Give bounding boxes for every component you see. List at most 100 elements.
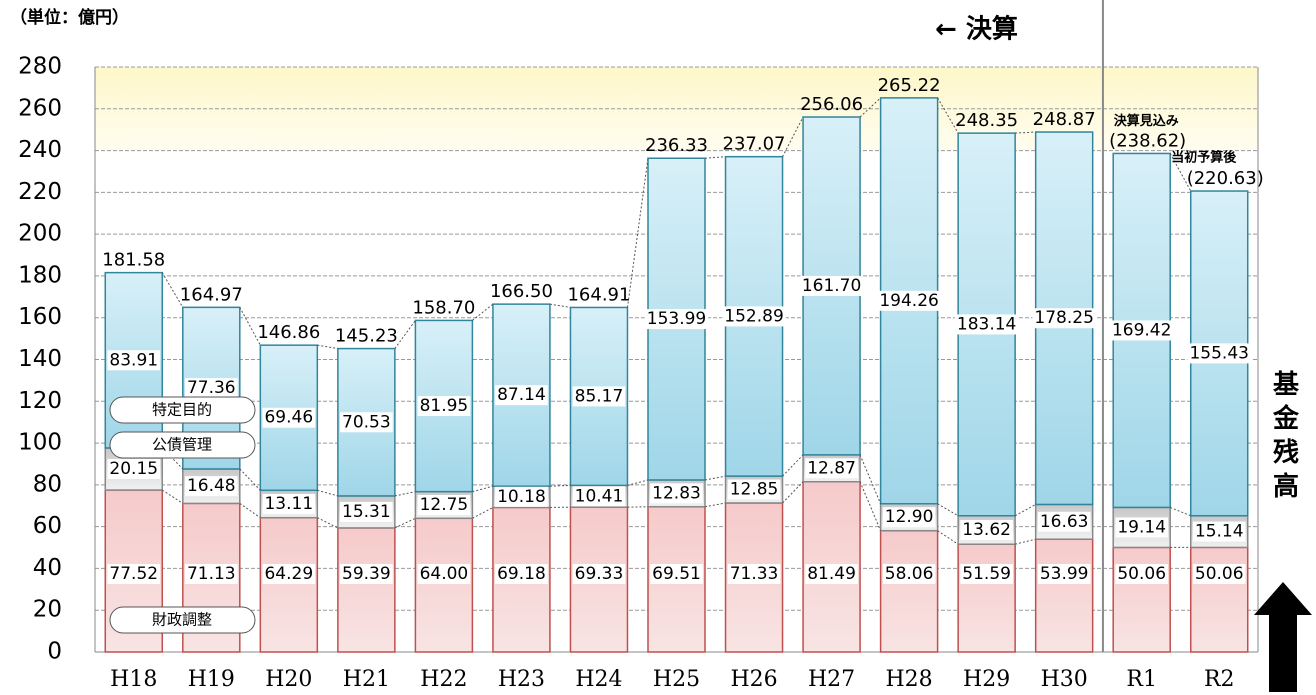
data-label-group: 13.62 xyxy=(960,519,1013,540)
label-bg xyxy=(644,309,709,330)
data-label: 83.91 xyxy=(109,350,158,370)
data-label: 194.26 xyxy=(879,291,938,311)
connector xyxy=(239,468,261,491)
connector xyxy=(317,489,338,497)
data-label: 77.52 xyxy=(109,564,158,584)
label-bg xyxy=(882,564,936,584)
data-label-group: 69.51 xyxy=(650,564,703,584)
label-bg xyxy=(954,314,1019,335)
total-label: 181.58 xyxy=(102,250,165,271)
total-label: 248.35 xyxy=(955,110,1018,131)
connector xyxy=(1015,538,1036,545)
connector xyxy=(937,97,959,134)
connector xyxy=(859,454,882,504)
data-label: 70.53 xyxy=(342,412,391,432)
connector xyxy=(239,307,261,346)
connector xyxy=(782,481,804,504)
data-label-group: 10.41 xyxy=(572,486,626,507)
data-label-group: 12.75 xyxy=(417,494,471,515)
total-label: 146.86 xyxy=(257,322,320,343)
data-label: 183.14 xyxy=(957,314,1016,334)
y-tick-label: 280 xyxy=(18,54,62,80)
total-label: 236.33 xyxy=(645,135,708,156)
data-label-group: 64.29 xyxy=(262,564,316,584)
connector xyxy=(704,156,726,159)
data-label-group: 15.31 xyxy=(340,501,393,522)
connector xyxy=(626,158,649,308)
data-label-group: 81.49 xyxy=(805,564,858,584)
label-bg xyxy=(417,564,471,584)
total-label: 164.97 xyxy=(180,284,243,305)
connector xyxy=(937,503,959,517)
y-tick-label: 180 xyxy=(18,262,62,288)
label-bg xyxy=(107,564,161,584)
label-bg xyxy=(572,386,626,407)
data-label: 85.17 xyxy=(575,386,624,406)
annotation: 決算見込み xyxy=(1114,113,1179,129)
connector xyxy=(704,475,726,481)
label-bg xyxy=(417,396,471,417)
legend-label: 公債管理 xyxy=(152,436,212,454)
x-tick-label: H21 xyxy=(343,667,390,692)
data-label: 152.89 xyxy=(724,306,783,326)
connector xyxy=(704,502,726,508)
label-bg xyxy=(727,479,781,500)
x-tick-label: H18 xyxy=(110,667,157,692)
connector xyxy=(859,97,881,118)
data-label: 169.42 xyxy=(1112,320,1171,340)
data-label: 77.36 xyxy=(187,378,236,398)
label-bg xyxy=(495,385,548,406)
data-label: 12.87 xyxy=(807,458,856,478)
label-bg xyxy=(495,486,548,507)
data-label-group: 69.33 xyxy=(572,564,626,584)
data-label-group: 58.06 xyxy=(882,564,936,584)
label-bg xyxy=(650,564,703,584)
data-label: 81.49 xyxy=(807,564,856,584)
arrow xyxy=(1254,582,1312,692)
y-tick-label: 40 xyxy=(33,555,62,581)
connector xyxy=(782,454,804,477)
data-label: 64.29 xyxy=(264,564,313,584)
data-label-group: 153.99 xyxy=(644,309,709,330)
label-bg xyxy=(262,407,316,428)
data-label: 15.31 xyxy=(342,502,391,522)
label-bg xyxy=(340,564,393,584)
annotation: ← 決算 xyxy=(935,14,1018,45)
legend-pill xyxy=(109,431,256,459)
annotation: 当初予算後 xyxy=(1171,150,1237,166)
x-tick-label: H27 xyxy=(808,667,855,692)
data-label: 71.13 xyxy=(187,564,236,584)
total-label: 256.06 xyxy=(800,94,863,115)
data-label-group: 69.46 xyxy=(262,407,316,428)
data-label: 15.14 xyxy=(1195,522,1244,542)
data-label: 69.51 xyxy=(652,564,701,584)
data-label-group: 12.87 xyxy=(805,458,858,479)
data-label-group: 194.26 xyxy=(877,290,941,311)
label-bg xyxy=(1187,343,1251,364)
label-bg xyxy=(184,564,238,584)
bar-segment xyxy=(1034,538,1094,653)
data-label: 50.06 xyxy=(1117,564,1166,584)
label-bg xyxy=(184,476,238,497)
x-tick-label: H19 xyxy=(188,667,235,692)
label-bg xyxy=(107,458,161,479)
data-label-group: 77.52 xyxy=(107,564,161,584)
label-bg xyxy=(882,507,936,528)
data-label-group: 71.13 xyxy=(184,564,238,584)
data-label-group: 20.15 xyxy=(107,458,161,479)
label-bg xyxy=(572,564,626,584)
label-bg xyxy=(1037,564,1091,584)
label-bg xyxy=(877,290,941,311)
label-bg xyxy=(799,275,864,296)
label-bg xyxy=(650,483,703,504)
total-label: (220.63) xyxy=(1187,168,1264,189)
y-tick-label: 100 xyxy=(18,430,62,456)
data-label: 69.46 xyxy=(264,408,313,428)
y-tick-label: 160 xyxy=(18,304,62,330)
data-label: 58.06 xyxy=(885,564,934,584)
total-label: 237.07 xyxy=(723,134,786,155)
legend-pill xyxy=(109,396,256,424)
data-label: 178.25 xyxy=(1034,308,1093,328)
data-label: 87.14 xyxy=(497,385,546,405)
y-tick-label: 120 xyxy=(18,388,62,414)
